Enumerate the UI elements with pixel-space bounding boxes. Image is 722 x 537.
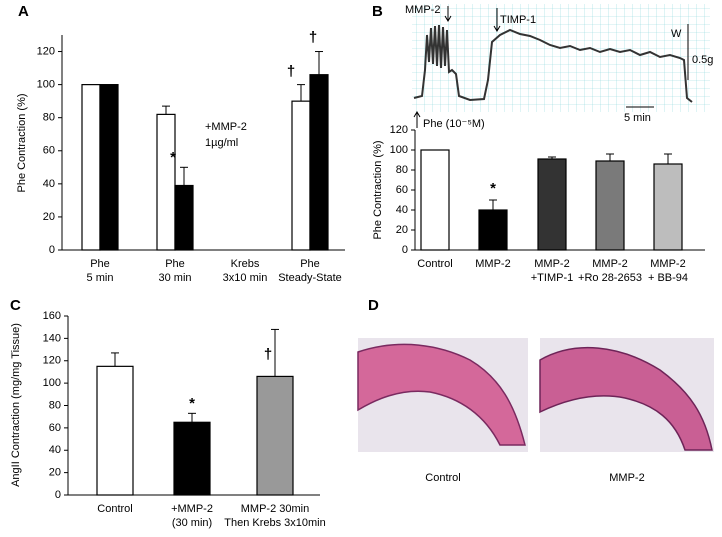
y-tick-label: 120: [37, 45, 55, 57]
y-tick-label: 20: [49, 467, 61, 479]
annotation: †: [287, 63, 295, 80]
annotation: +MMP-2: [205, 121, 247, 133]
y-tick-label: 40: [49, 444, 61, 456]
x-tick-label: +TIMP-1: [531, 272, 573, 284]
panel-label: C: [10, 297, 21, 314]
tissue: [539, 346, 713, 451]
bar: [99, 84, 119, 251]
panel-label: A: [18, 3, 29, 20]
x-tick-label: Control: [97, 503, 132, 515]
trace-paper: [412, 4, 710, 112]
tissue: [357, 343, 526, 446]
panel-label: D: [368, 297, 379, 314]
trace-label: W: [671, 28, 682, 40]
y-tick-label: 0: [402, 244, 408, 256]
x-tick-label: MMP-2 30min: [241, 503, 309, 515]
y-tick-label: 40: [43, 178, 55, 190]
annotation: †: [309, 29, 317, 46]
bar: [309, 74, 329, 251]
x-tick-label: 5 min: [87, 272, 114, 284]
y-tick-label: 60: [49, 422, 61, 434]
bar: [174, 184, 194, 251]
y-tick-label: 100: [37, 79, 55, 91]
y-tick-label: 40: [396, 204, 408, 216]
annotation: *: [189, 395, 195, 412]
y-tick-label: 0: [49, 244, 55, 256]
y-tick-label: 80: [49, 399, 61, 411]
x-tick-label: Phe: [300, 258, 320, 270]
image-label: Control: [425, 472, 460, 484]
y-axis-label: Phe Contraction (%): [16, 93, 28, 192]
x-tick-label: +MMP-2: [171, 503, 213, 515]
x-tick-label: (30 min): [172, 517, 212, 529]
y-axis-label: Phe Contraction (%): [372, 140, 384, 239]
trace-label: 5 min: [624, 112, 651, 124]
bar: [256, 375, 294, 496]
x-tick-label: Phe: [90, 258, 110, 270]
tension-trace: [413, 24, 693, 103]
y-tick-label: 20: [396, 224, 408, 236]
panel-label: B: [372, 3, 383, 20]
bar: [291, 100, 311, 251]
x-tick-label: MMP-2: [592, 258, 627, 270]
x-tick-label: 3x10 min: [223, 272, 268, 284]
y-tick-label: 120: [390, 124, 408, 136]
x-tick-label: MMP-2: [475, 258, 510, 270]
x-tick-label: Steady-State: [278, 272, 342, 284]
y-tick-label: 60: [43, 145, 55, 157]
bar: [173, 421, 211, 496]
bar: [478, 209, 508, 251]
y-tick-label: 80: [396, 164, 408, 176]
trace-label: MMP-2: [405, 4, 440, 16]
arrow-head: [413, 111, 421, 118]
arrow-head: [444, 15, 452, 22]
bar: [96, 365, 134, 496]
y-axis-label: AngII Contraction (mg/mg Tissue): [10, 323, 22, 487]
annotation: 1µg/ml: [205, 137, 238, 149]
annotation: *: [490, 180, 496, 197]
x-tick-label: + BB-94: [648, 272, 688, 284]
arrow-head: [493, 25, 501, 32]
y-tick-label: 0: [55, 489, 61, 501]
bar: [156, 113, 176, 251]
y-tick-label: 160: [43, 310, 61, 322]
y-tick-label: 100: [390, 144, 408, 156]
y-tick-label: 20: [43, 211, 55, 223]
x-tick-label: Phe: [165, 258, 185, 270]
x-tick-label: Krebs: [231, 258, 260, 270]
x-tick-label: Control: [417, 258, 452, 270]
y-tick-label: 140: [43, 332, 61, 344]
x-tick-label: 30 min: [158, 272, 191, 284]
x-tick-label: +Ro 28-2653: [578, 272, 642, 284]
annotation: †: [264, 346, 272, 363]
annotation: *: [170, 149, 176, 166]
bar: [653, 163, 683, 251]
bar: [595, 160, 625, 251]
x-tick-label: Then Krebs 3x10min: [224, 517, 326, 529]
y-tick-label: 80: [43, 112, 55, 124]
y-tick-label: 100: [43, 377, 61, 389]
y-tick-label: 60: [396, 184, 408, 196]
x-tick-label: MMP-2: [650, 258, 685, 270]
trace-label: Phe (10⁻⁵M): [423, 118, 485, 130]
bar: [81, 84, 101, 251]
y-tick-label: 120: [43, 355, 61, 367]
bar: [537, 158, 567, 251]
trace-label: 0.5g: [692, 54, 713, 66]
bar: [420, 149, 450, 251]
x-tick-label: MMP-2: [534, 258, 569, 270]
trace-label: TIMP-1: [500, 14, 536, 26]
image-label: MMP-2: [609, 472, 644, 484]
